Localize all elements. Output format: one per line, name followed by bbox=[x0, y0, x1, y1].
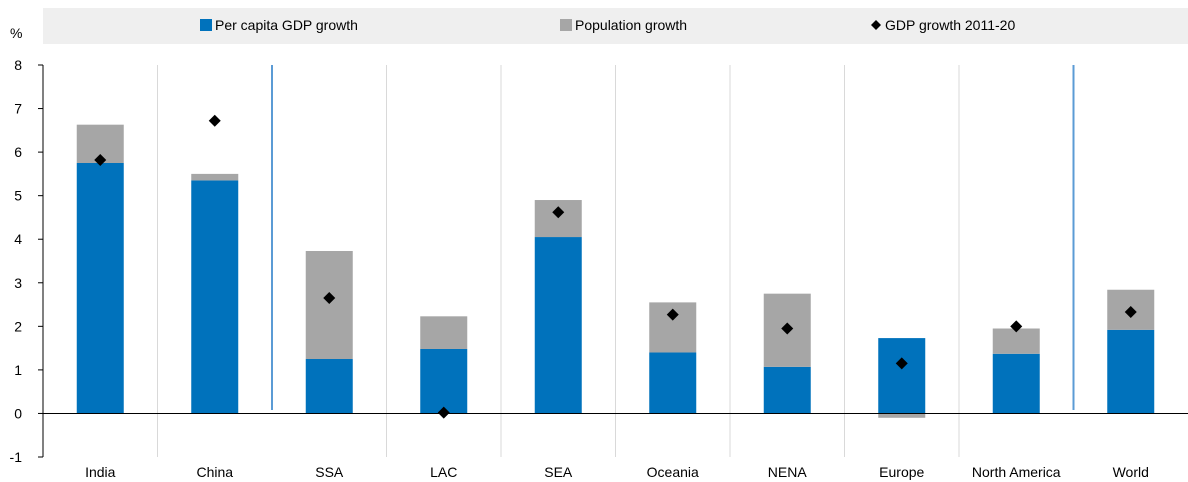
x-tick-label: LAC bbox=[430, 464, 457, 480]
x-tick-label: India bbox=[85, 464, 116, 480]
y-tick-label: 3 bbox=[14, 275, 22, 291]
marker-gdp-lac bbox=[437, 406, 450, 419]
legend-swatch bbox=[560, 19, 572, 31]
bars bbox=[76, 124, 1155, 418]
legend-background bbox=[43, 8, 1188, 44]
legend-label: GDP growth 2011-20 bbox=[885, 17, 1015, 33]
x-tick-label: SEA bbox=[544, 464, 573, 480]
x-tick-label: NENA bbox=[768, 464, 808, 480]
legend-label: Population growth bbox=[575, 17, 687, 33]
bar-per-capita-north-america bbox=[992, 353, 1040, 414]
y-tick-label: -1 bbox=[10, 449, 23, 465]
y-tick-label: 1 bbox=[14, 362, 22, 378]
marker-gdp-europe bbox=[895, 357, 908, 370]
marker-gdp-north-america bbox=[1010, 320, 1023, 333]
y-tick-label: 0 bbox=[14, 405, 22, 421]
bar-per-capita-europe bbox=[878, 338, 926, 414]
bar-population-lac bbox=[420, 316, 468, 349]
bar-population-north-america bbox=[992, 328, 1040, 354]
y-tick-labels: -1 0 1 2 3 4 5 6 7 8 bbox=[10, 57, 23, 465]
marker-gdp-oceania bbox=[666, 308, 679, 321]
marker-gdp-world bbox=[1124, 305, 1137, 318]
markers bbox=[94, 114, 1137, 419]
bar-population-china bbox=[191, 173, 239, 181]
x-tick-label: China bbox=[196, 464, 233, 480]
legend-swatch bbox=[871, 20, 881, 30]
axes bbox=[38, 64, 1188, 458]
legend-swatch bbox=[200, 19, 212, 31]
bar-per-capita-world bbox=[1107, 329, 1155, 414]
bar-population-europe bbox=[878, 413, 926, 418]
y-tick-label: 7 bbox=[14, 101, 22, 117]
x-tick-label: Europe bbox=[879, 464, 924, 480]
y-tick-label: 2 bbox=[14, 318, 22, 334]
bar-per-capita-lac bbox=[420, 348, 468, 414]
y-tick-label: 6 bbox=[14, 144, 22, 160]
bar-per-capita-nena bbox=[763, 366, 811, 414]
x-tick-label: North America bbox=[972, 464, 1061, 480]
legend-label: Per capita GDP growth bbox=[215, 17, 358, 33]
bar-per-capita-china bbox=[191, 180, 239, 414]
bar-population-ssa bbox=[305, 250, 353, 359]
y-tick-label: 5 bbox=[14, 188, 22, 204]
y-tick-label: 8 bbox=[14, 57, 22, 73]
y-tick-label: 4 bbox=[14, 231, 22, 247]
x-tick-label: SSA bbox=[315, 464, 344, 480]
bar-per-capita-sea bbox=[534, 237, 582, 414]
bar-population-sea bbox=[534, 200, 582, 238]
bar-per-capita-oceania bbox=[649, 352, 697, 414]
marker-gdp-nena bbox=[781, 322, 794, 335]
marker-gdp-china bbox=[208, 114, 221, 127]
grid-lines bbox=[157, 65, 1075, 457]
marker-gdp-sea bbox=[552, 206, 565, 219]
bar-per-capita-india bbox=[76, 163, 124, 414]
legend: Per capita GDP growth Population growth GD… bbox=[200, 17, 1015, 33]
x-tick-labels: India China SSA LAC SEA Oceania NENA Europe Nort… bbox=[85, 464, 1149, 480]
y-unit-label: % bbox=[10, 25, 22, 41]
x-tick-label: Oceania bbox=[647, 464, 699, 480]
x-tick-label: World bbox=[1113, 464, 1149, 480]
marker-gdp-ssa bbox=[323, 292, 336, 305]
bar-per-capita-ssa bbox=[305, 359, 353, 414]
marker-gdp-india bbox=[94, 153, 107, 166]
